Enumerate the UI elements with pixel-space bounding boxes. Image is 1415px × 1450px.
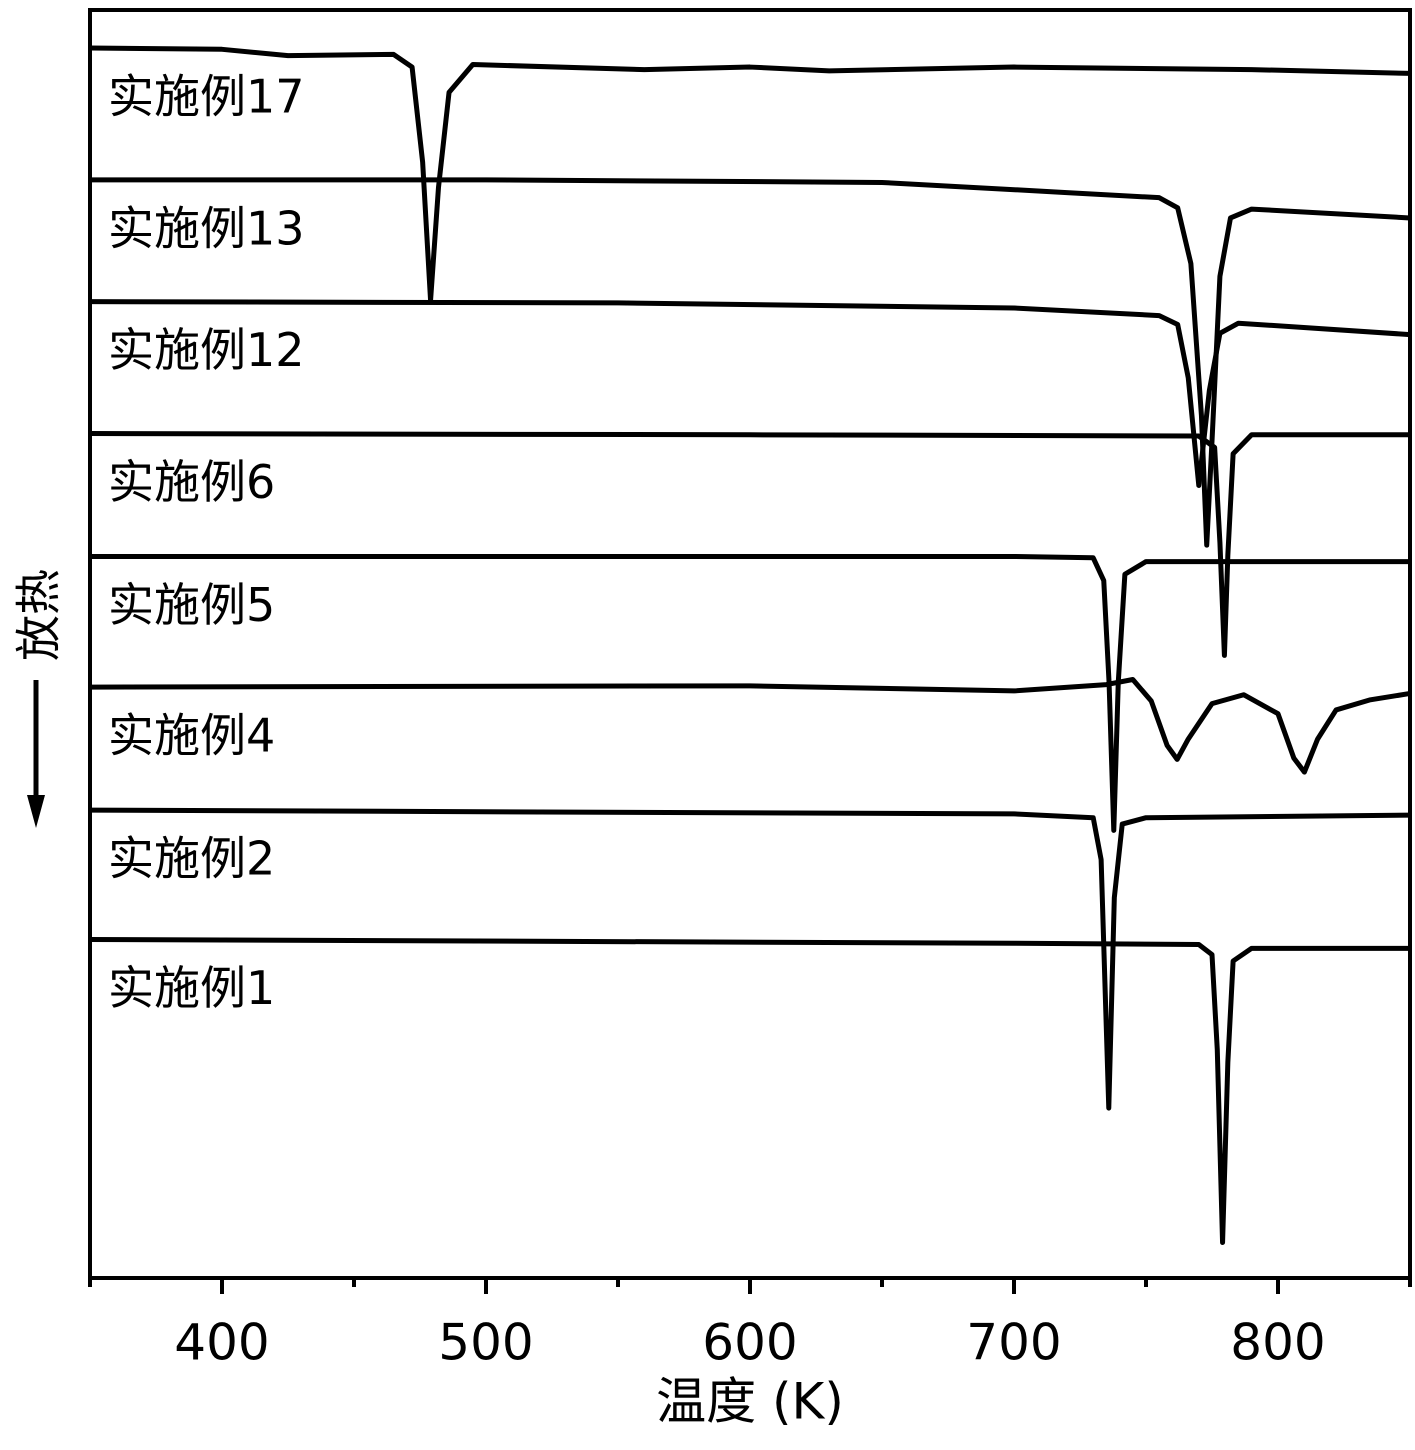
series-label: 实施例6 — [108, 455, 275, 509]
x-tick-label: 600 — [702, 1314, 797, 1372]
series-line — [89, 431, 1410, 658]
series-line — [89, 807, 1411, 1111]
series-line — [89, 677, 1411, 775]
y-arrow — [27, 680, 45, 828]
x-tick-label: 400 — [174, 1314, 269, 1372]
series-label: 实施例12 — [108, 323, 305, 377]
series-line — [89, 299, 1411, 488]
y-axis-label: 放热 — [12, 569, 66, 661]
x-axis-label: 温度 (K) — [656, 1373, 844, 1431]
plot-frame — [88, 8, 1412, 1280]
series-label: 实施例5 — [108, 578, 275, 632]
series-label: 实施例4 — [108, 709, 275, 763]
series-label: 实施例1 — [108, 961, 275, 1015]
series-line — [89, 45, 1411, 303]
series-line — [90, 554, 1410, 833]
series-label: 实施例13 — [108, 201, 305, 255]
series-label: 实施例17 — [108, 70, 305, 124]
x-tick-label: 500 — [438, 1314, 533, 1372]
series-label: 实施例2 — [108, 832, 275, 886]
arrow-head — [27, 795, 45, 828]
x-tick-label: 800 — [1230, 1314, 1325, 1372]
series-line — [89, 936, 1410, 1245]
x-tick-label: 700 — [966, 1314, 1061, 1372]
series-line — [90, 177, 1411, 548]
